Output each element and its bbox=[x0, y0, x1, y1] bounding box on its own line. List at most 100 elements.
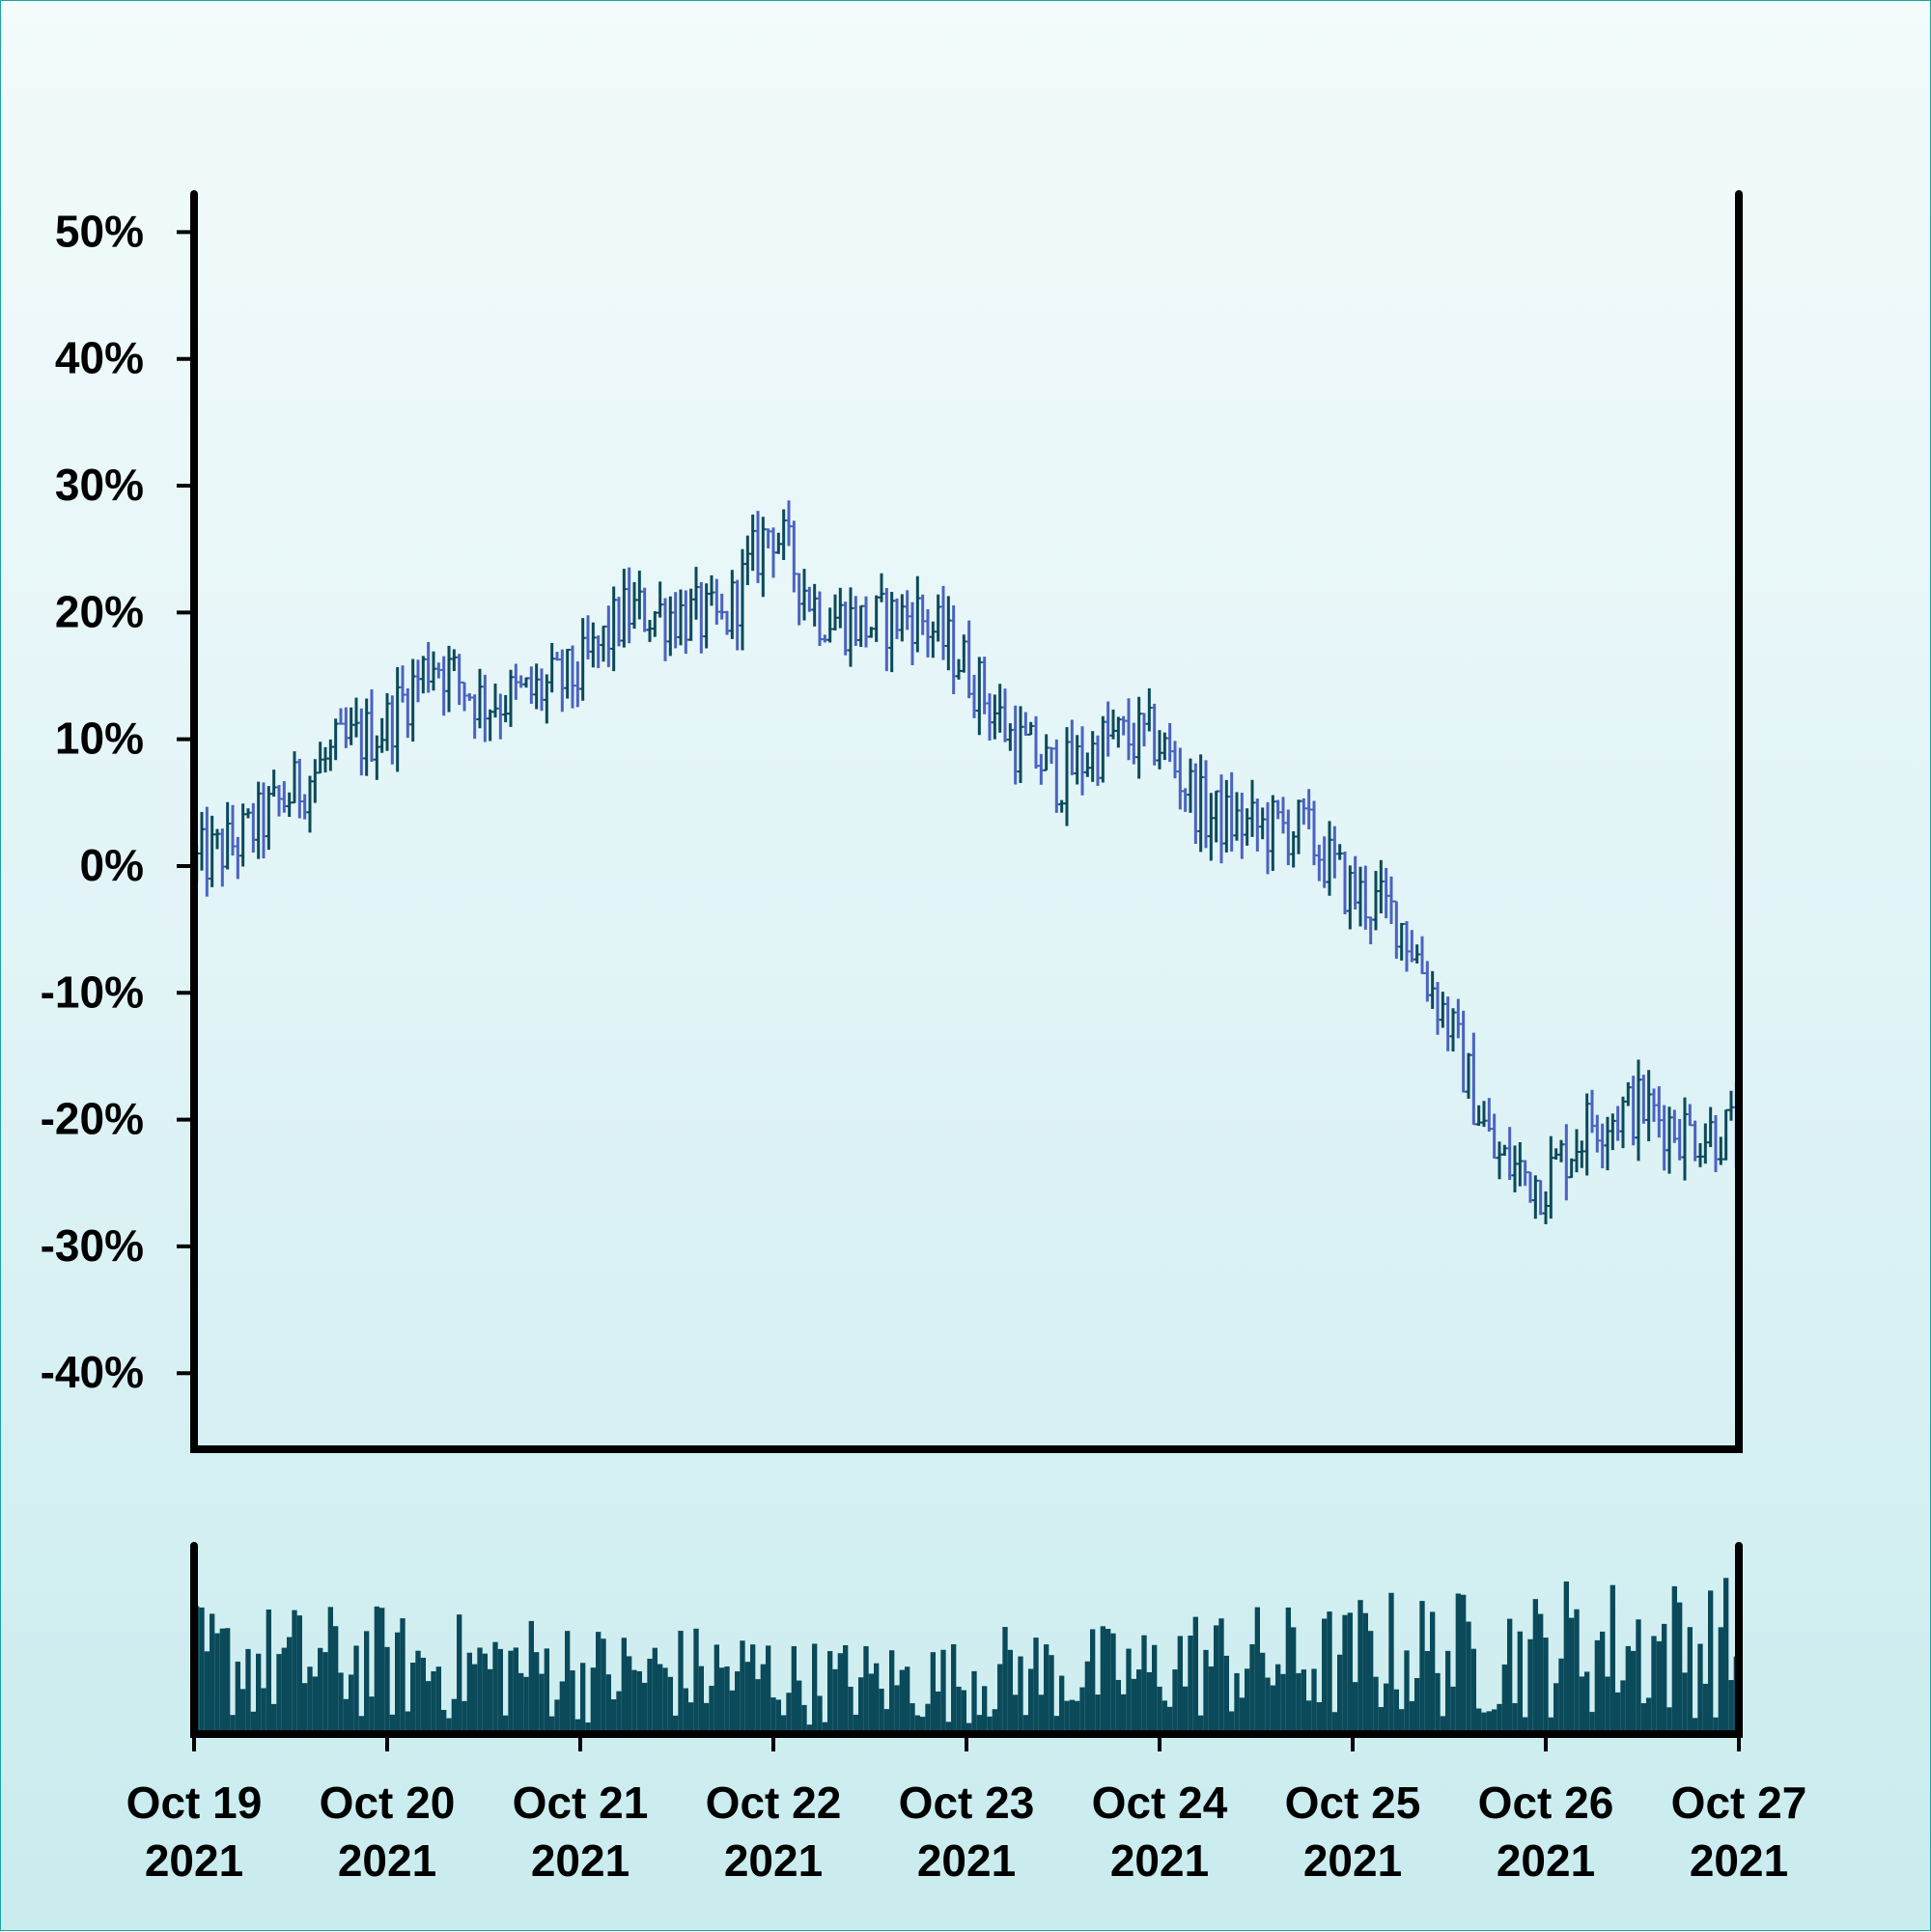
volume-bar bbox=[874, 1663, 880, 1734]
volume-bar bbox=[775, 1699, 781, 1734]
volume-bar bbox=[1569, 1617, 1575, 1734]
y-axis-ticks: 50% 40% 30% 20% 10% 0% -10% -20% -30% -40% bbox=[41, 206, 194, 1397]
volume-bar bbox=[199, 1607, 205, 1734]
volume-bar bbox=[488, 1668, 493, 1734]
volume-bar bbox=[755, 1679, 761, 1734]
volume-bar bbox=[642, 1682, 648, 1734]
volume-bar bbox=[883, 1709, 889, 1734]
volume-bar bbox=[1470, 1648, 1476, 1734]
volume-bar bbox=[1022, 1715, 1028, 1734]
volume-bar bbox=[250, 1711, 256, 1734]
volume-bar bbox=[1517, 1631, 1523, 1734]
x-tick-label-year: 2021 bbox=[1497, 1835, 1595, 1886]
x-tick-label-year: 2021 bbox=[531, 1835, 630, 1886]
volume-bar bbox=[940, 1649, 946, 1734]
volume-bar bbox=[1589, 1712, 1595, 1734]
volume-bar bbox=[266, 1609, 271, 1734]
volume-bar bbox=[1280, 1673, 1286, 1734]
volume-bar bbox=[482, 1653, 488, 1734]
volume-bar bbox=[894, 1685, 900, 1734]
volume-bar bbox=[1064, 1700, 1070, 1734]
volume-bar bbox=[1666, 1707, 1672, 1734]
volume-bar bbox=[1399, 1709, 1405, 1734]
volume-bar bbox=[1497, 1703, 1502, 1734]
volume-bar bbox=[1013, 1694, 1019, 1734]
volume-bar bbox=[523, 1676, 529, 1734]
volume-bar bbox=[817, 1695, 823, 1734]
volume-bar bbox=[678, 1631, 684, 1734]
volume-bar bbox=[766, 1645, 771, 1734]
volume-bar bbox=[616, 1691, 622, 1734]
volume-bar bbox=[1461, 1594, 1467, 1734]
volume-bar bbox=[343, 1698, 349, 1734]
volume-bar bbox=[1183, 1686, 1189, 1734]
volume-bar bbox=[1311, 1668, 1317, 1734]
volume-bar bbox=[1435, 1672, 1441, 1734]
volume-bar bbox=[801, 1704, 807, 1734]
volume-bar bbox=[1327, 1611, 1332, 1734]
volume-bar bbox=[585, 1722, 591, 1734]
volume-bar bbox=[338, 1672, 344, 1734]
volume-bar bbox=[636, 1670, 642, 1734]
volume-bars bbox=[194, 1578, 1739, 1734]
volume-bar bbox=[271, 1703, 277, 1734]
volume-bar bbox=[1388, 1592, 1394, 1734]
volume-bar bbox=[1218, 1618, 1224, 1734]
volume-bar bbox=[905, 1666, 910, 1734]
volume-bar bbox=[1260, 1652, 1266, 1734]
volume-bar bbox=[1203, 1649, 1209, 1734]
volume-bar bbox=[1414, 1677, 1420, 1734]
volume-bar bbox=[735, 1671, 741, 1734]
volume-bar bbox=[1646, 1697, 1652, 1734]
volume-bar bbox=[281, 1647, 287, 1734]
volume-bar bbox=[1693, 1718, 1698, 1734]
volume-bar bbox=[956, 1686, 962, 1734]
volume-bar bbox=[1538, 1613, 1544, 1734]
volume-bar bbox=[1625, 1645, 1631, 1734]
volume-bar bbox=[652, 1647, 658, 1734]
axes bbox=[190, 190, 1743, 1738]
volume-bar bbox=[1265, 1677, 1271, 1734]
volume-bar bbox=[307, 1666, 313, 1734]
x-tick-label-date: Oct 20 bbox=[320, 1778, 456, 1828]
x-tick-label-date: Oct 26 bbox=[1478, 1778, 1614, 1828]
volume-bar bbox=[1671, 1585, 1677, 1734]
volume-bar bbox=[1306, 1700, 1312, 1734]
volume-bar bbox=[214, 1633, 220, 1734]
volume-bar bbox=[1095, 1694, 1101, 1734]
volume-bar bbox=[1558, 1658, 1564, 1734]
volume-bar bbox=[662, 1667, 668, 1734]
volume-bar bbox=[863, 1645, 869, 1734]
volume-bar bbox=[333, 1626, 339, 1734]
volume-bar bbox=[1157, 1686, 1162, 1734]
volume-bar bbox=[1084, 1661, 1090, 1734]
volume-bar bbox=[920, 1717, 926, 1734]
volume-bar bbox=[961, 1690, 966, 1734]
volume-bar bbox=[1600, 1631, 1606, 1734]
volume-bar bbox=[1069, 1699, 1075, 1734]
volume-bar bbox=[848, 1687, 854, 1734]
volume-bar bbox=[1126, 1648, 1132, 1734]
volume-bar bbox=[1579, 1676, 1584, 1734]
volume-bar bbox=[395, 1632, 401, 1734]
volume-bar bbox=[987, 1716, 993, 1734]
volume-bar bbox=[1384, 1683, 1389, 1734]
y-tick-label: -30% bbox=[41, 1220, 144, 1271]
x-axis-ticks: Oct 19 2021 Oct 20 2021 Oct 21 2021 Oct 22 2021… bbox=[126, 1734, 1807, 1886]
volume-bar bbox=[322, 1652, 328, 1734]
volume-bar bbox=[744, 1662, 750, 1734]
volume-bar bbox=[457, 1614, 462, 1734]
volume-bar bbox=[1393, 1689, 1399, 1734]
x-tick-label-date: Oct 27 bbox=[1671, 1778, 1807, 1828]
volume-bar bbox=[565, 1631, 571, 1734]
volume-bar bbox=[1362, 1612, 1368, 1734]
volume-bar bbox=[1100, 1626, 1105, 1734]
volume-bar bbox=[1075, 1700, 1080, 1734]
volume-bar bbox=[899, 1669, 905, 1734]
volume-bar bbox=[1002, 1627, 1008, 1734]
volume-bar bbox=[353, 1645, 359, 1734]
volume-bar bbox=[1239, 1697, 1245, 1734]
volume-bar bbox=[1631, 1650, 1637, 1734]
volume-bar bbox=[1713, 1717, 1719, 1734]
volume-bar bbox=[951, 1643, 957, 1734]
